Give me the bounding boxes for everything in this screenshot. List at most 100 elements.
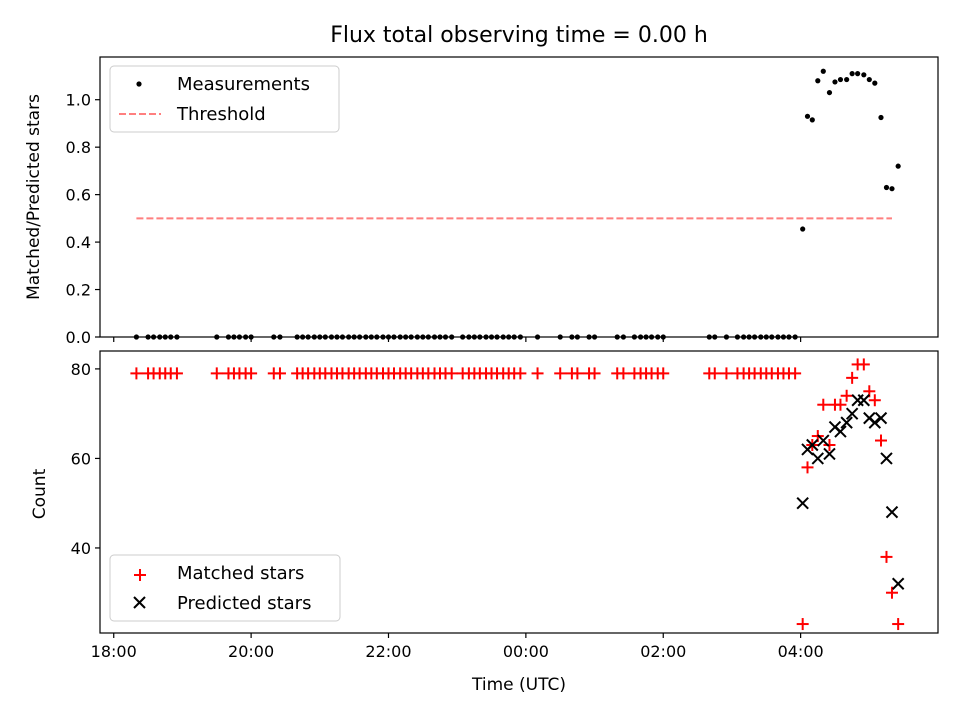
matched-star-point [531,367,544,380]
measurement-point [591,334,598,340]
measurement-point [408,334,414,340]
matched-star-point [445,367,458,380]
predicted-star-point [868,416,882,429]
measurement-point [368,334,374,340]
measurement-point [889,186,895,192]
top-legend: Measurements Threshold [109,65,340,133]
matched-star-point [554,367,567,380]
predicted-star-point [834,425,847,438]
matched-star-point [789,367,802,380]
measurement-point [214,334,220,340]
matched-star-point [796,618,809,631]
matched-star-point [801,461,814,474]
measurement-point [351,334,357,340]
predicted-star-point [880,452,893,465]
x-tick-label: 04:00 [778,642,824,661]
y-tick-label: 60 [71,449,91,468]
top-legend-box [109,65,340,133]
matched-star-point [817,398,830,411]
measurement-point [311,334,317,340]
measurement-point [895,163,901,169]
measurement-point [861,72,867,78]
measurement-point [511,334,517,340]
bottom-legend-box [109,554,341,622]
measurement-point [357,334,363,340]
matched-star-point [708,367,721,380]
predicted-star-point [806,438,819,452]
measurement-point [460,334,466,340]
measurement-point [150,334,157,340]
measurement-point [557,334,563,340]
legend-measurements-marker [136,81,142,87]
measurement-point [363,334,369,340]
measurement-point [815,78,821,84]
predicted-star-point [817,434,830,447]
measurement-point [620,334,627,340]
measurement-point [346,334,352,340]
matched-star-point [834,398,847,411]
measurement-point [317,334,323,340]
y-tick-label: 80 [71,360,91,379]
measurement-point [145,334,151,340]
matched-star-point [617,367,630,380]
matched-star-point [130,367,143,380]
bottom-axes: 40 60 80 18:00 20:00 22:00 00:00 02:00 04:00 Co… [30,350,939,695]
measurement-point [236,334,243,340]
matched-star-point [880,550,893,563]
predicted-star-point [811,452,825,465]
top-y-ticks: 0.0 0.2 0.4 0.6 0.8 1.0 [66,91,100,347]
legend-threshold-label: Threshold [176,104,266,125]
measurement-point [414,334,420,340]
measurement-point [878,114,884,121]
y-tick-label: 40 [71,539,91,558]
y-tick-label: 0.4 [66,233,91,252]
matched-star-point [857,358,870,371]
predicted-star-point [823,447,836,461]
x-tick-label: 00:00 [503,642,549,661]
measurement-point [305,334,311,340]
measurement-point [780,334,787,340]
measurement-point [804,113,811,119]
predicted-star-point [857,394,871,407]
measurement-point [162,334,168,340]
predicted-star-point [796,496,809,510]
measurement-point [339,334,346,340]
x-tick-label: 22:00 [365,642,411,661]
measurement-point [712,334,718,340]
legend-predicted-label: Predicted stars [177,593,311,614]
top-series [133,68,901,340]
matched-star-point [588,367,601,380]
measurement-point [574,334,580,340]
matched-star-point [868,394,881,407]
matched-star-point [245,367,258,380]
x-tick-label: 20:00 [228,642,274,661]
measurement-point [741,334,747,340]
matched-star-point [170,367,183,380]
predicted-star-point [891,577,905,590]
measurement-point [643,334,649,340]
measurement-point [800,226,806,232]
measurement-point [734,334,741,340]
measurement-point [385,334,392,340]
measurement-point [826,89,833,96]
measurement-point [763,334,769,340]
matched-star-point [840,389,853,402]
measurement-point [809,117,815,123]
measurement-point [517,334,523,340]
measurement-point [775,334,781,340]
measurement-point [483,334,489,340]
legend-measurements-label: Measurements [177,74,310,95]
legend-matched-marker [134,569,146,581]
matched-star-point [892,618,905,631]
matched-star-point [273,367,286,380]
measurement-point [466,334,472,340]
matched-star-point [657,367,670,380]
y-tick-label: 0.2 [66,281,91,300]
measurement-point [168,334,174,340]
matched-star-point [846,371,859,384]
measurement-point [271,334,277,340]
measurement-point [660,334,666,340]
measurement-point [569,334,575,340]
measurement-point [294,334,300,340]
predicted-star-point [845,407,859,420]
